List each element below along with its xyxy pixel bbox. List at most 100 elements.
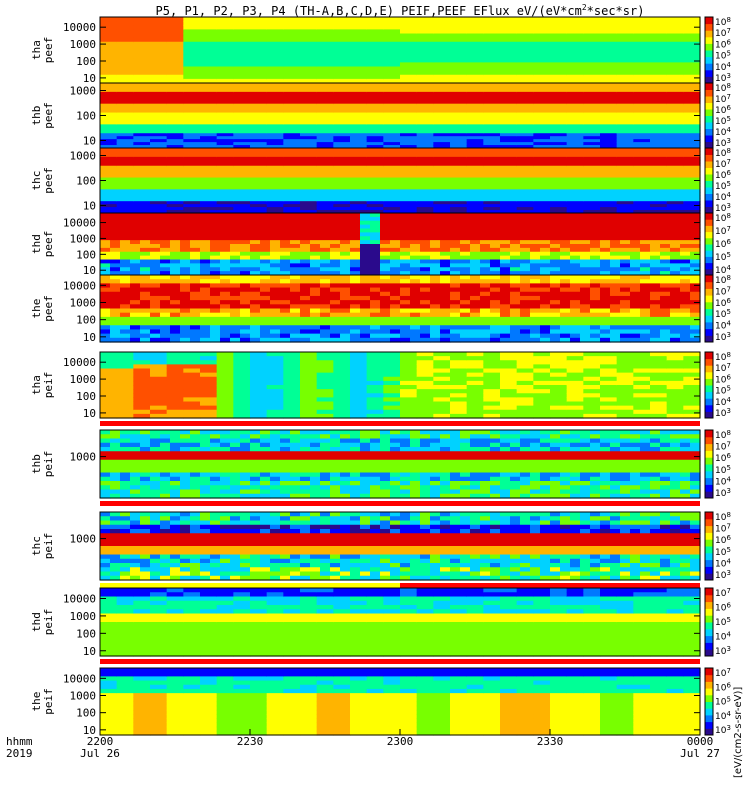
heat-cell: [640, 247, 651, 253]
heat-cell: [416, 91, 434, 96]
heat-cell: [200, 321, 211, 326]
heat-cell: [450, 83, 468, 87]
heat-cell: [360, 333, 371, 339]
heat-cell: [460, 247, 471, 253]
heat-cell: [470, 216, 481, 222]
heat-cell: [620, 279, 631, 284]
heat-cell: [100, 207, 118, 211]
heat-cell: [130, 434, 141, 440]
heat-cell: [400, 329, 411, 335]
heat-cell: [650, 78, 668, 84]
heat-cell: [266, 352, 284, 357]
heat-cell: [160, 220, 171, 226]
heat-cell: [650, 195, 668, 199]
heat-cell: [566, 133, 584, 137]
heat-cell: [300, 174, 318, 179]
heat-cell: [570, 236, 581, 241]
heat-cell: [650, 300, 661, 305]
heat-cell: [666, 198, 684, 202]
heat-cell: [450, 240, 461, 245]
heat-cell: [200, 142, 218, 146]
heat-cell: [100, 50, 118, 55]
heat-cell: [233, 393, 251, 398]
heat-cell: [500, 62, 518, 68]
heat-cell: [283, 153, 301, 158]
heat-cell: [233, 25, 251, 30]
heat-cell: [616, 33, 634, 39]
heat-cell: [340, 312, 351, 318]
heat-cell: [466, 159, 484, 164]
heat-cell: [683, 195, 701, 199]
heat-cell: [316, 183, 334, 187]
heat-cell: [166, 156, 184, 161]
heat-cell: [490, 240, 501, 245]
heat-cell: [470, 271, 481, 276]
heat-cell: [330, 279, 341, 284]
heat-cell: [650, 21, 668, 26]
heat-cell: [150, 244, 161, 249]
heat-cell: [650, 112, 668, 117]
heat-cell: [183, 25, 201, 30]
heat-cell: [216, 156, 234, 161]
heat-cell: [183, 368, 201, 374]
heat-cell: [680, 333, 691, 339]
heat-cell: [450, 201, 468, 205]
heat-cell: [666, 210, 684, 214]
heat-cell: [570, 325, 581, 331]
heat-cell: [133, 62, 151, 68]
heat-cell: [100, 21, 118, 26]
heat-cell: [360, 240, 371, 245]
heat-cell: [283, 41, 301, 47]
heat-cell: [150, 130, 168, 134]
heat-cell: [530, 279, 541, 284]
heat-cell: [600, 300, 611, 305]
heat-cell: [400, 29, 418, 35]
heat-cell: [583, 207, 601, 211]
heat-cell: [490, 228, 501, 233]
heat-cell: [166, 207, 184, 211]
heat-cell: [266, 364, 284, 370]
heat-cell: [483, 66, 501, 72]
heat-cell: [150, 171, 168, 176]
heat-cell: [100, 118, 118, 122]
heat-cell: [366, 130, 384, 134]
heat-cell: [283, 78, 301, 84]
heat-cell: [400, 312, 411, 318]
heat-cell: [460, 316, 471, 322]
heat-cell: [283, 189, 301, 193]
heat-cell: [683, 54, 701, 59]
heat-cell: [483, 25, 501, 30]
heat-cell: [650, 380, 668, 386]
heat-cell: [160, 271, 171, 276]
heat-cell: [183, 41, 201, 47]
heat-cell: [500, 148, 518, 152]
heat-cell: [500, 232, 511, 237]
heat-cell: [283, 136, 301, 140]
heat-cell: [516, 174, 534, 179]
heat-cell: [100, 213, 111, 218]
heat-cell: [580, 259, 591, 264]
heat-cell: [520, 337, 531, 343]
heat-cell: [200, 372, 218, 378]
heat-cell: [216, 139, 234, 143]
heat-cell: [450, 91, 468, 96]
heat-cell: [640, 216, 651, 222]
heat-cell: [333, 413, 351, 419]
heat-cell: [290, 295, 301, 301]
heat-cell: [650, 376, 668, 382]
heat-cell: [690, 228, 701, 233]
heat-cell: [300, 304, 311, 310]
heat-cell: [500, 364, 518, 370]
heat-cell: [516, 115, 534, 120]
heat-cell: [616, 385, 634, 390]
heat-cell: [150, 124, 168, 128]
heat-cell: [300, 189, 318, 193]
heat-cell: [500, 385, 518, 390]
heat-cell: [616, 106, 634, 111]
heat-cell: [233, 91, 251, 96]
heat-cell: [433, 189, 451, 193]
heat-cell: [410, 236, 421, 241]
heat-cell: [366, 376, 384, 382]
heat-cell: [420, 240, 431, 245]
heat-cell: [140, 321, 151, 326]
